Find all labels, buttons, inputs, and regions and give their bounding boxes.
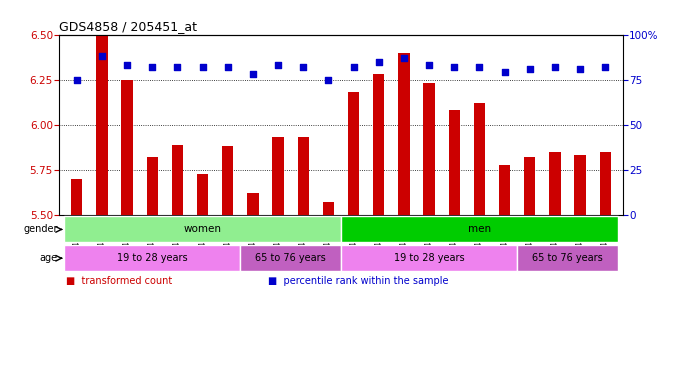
Bar [341, 217, 618, 242]
Text: GDS4858 / 205451_at: GDS4858 / 205451_at [59, 20, 197, 33]
Point [600, 64, 611, 70]
Point [524, 66, 535, 72]
Point [71, 77, 82, 83]
Point [96, 53, 107, 59]
Text: 19 to 28 years: 19 to 28 years [117, 253, 188, 263]
Point [398, 55, 409, 61]
Bar [96, 35, 108, 215]
Text: men: men [468, 224, 491, 235]
Text: ■  percentile rank within the sample: ■ percentile rank within the sample [268, 276, 448, 286]
Point [449, 64, 460, 70]
Bar [240, 245, 341, 271]
Point [424, 62, 435, 68]
Bar [373, 74, 384, 215]
Bar [298, 137, 309, 215]
Bar [449, 110, 460, 215]
Bar [524, 157, 535, 215]
Bar [121, 80, 133, 215]
Point [172, 64, 183, 70]
Bar [222, 146, 233, 215]
Bar [341, 245, 517, 271]
Point [499, 70, 510, 76]
Text: 19 to 28 years: 19 to 28 years [394, 253, 464, 263]
Bar [549, 152, 561, 215]
Text: women: women [184, 224, 221, 235]
Point [575, 66, 586, 72]
Text: 65 to 76 years: 65 to 76 years [532, 253, 603, 263]
Bar [600, 152, 611, 215]
Point [273, 62, 284, 68]
Bar [147, 157, 158, 215]
Bar [71, 179, 82, 215]
Bar [517, 245, 618, 271]
Text: gender: gender [24, 224, 58, 235]
Text: age: age [40, 253, 58, 263]
Point [474, 64, 485, 70]
Point [323, 77, 334, 83]
Point [147, 64, 158, 70]
Bar [474, 103, 485, 215]
Point [348, 64, 359, 70]
Text: 65 to 76 years: 65 to 76 years [255, 253, 326, 263]
Bar [64, 217, 341, 242]
Bar [423, 83, 435, 215]
Bar [499, 164, 510, 215]
Bar [172, 145, 183, 215]
Bar [398, 53, 410, 215]
Bar [348, 92, 359, 215]
Bar [574, 156, 586, 215]
Point [549, 64, 560, 70]
Bar [197, 174, 208, 215]
Point [247, 71, 258, 77]
Point [197, 64, 208, 70]
Bar [272, 137, 284, 215]
Text: ■  transformed count: ■ transformed count [66, 276, 173, 286]
Point [122, 62, 133, 68]
Point [298, 64, 309, 70]
Bar [64, 245, 240, 271]
Point [222, 64, 233, 70]
Bar [323, 202, 334, 215]
Bar [247, 194, 259, 215]
Point [373, 59, 384, 65]
